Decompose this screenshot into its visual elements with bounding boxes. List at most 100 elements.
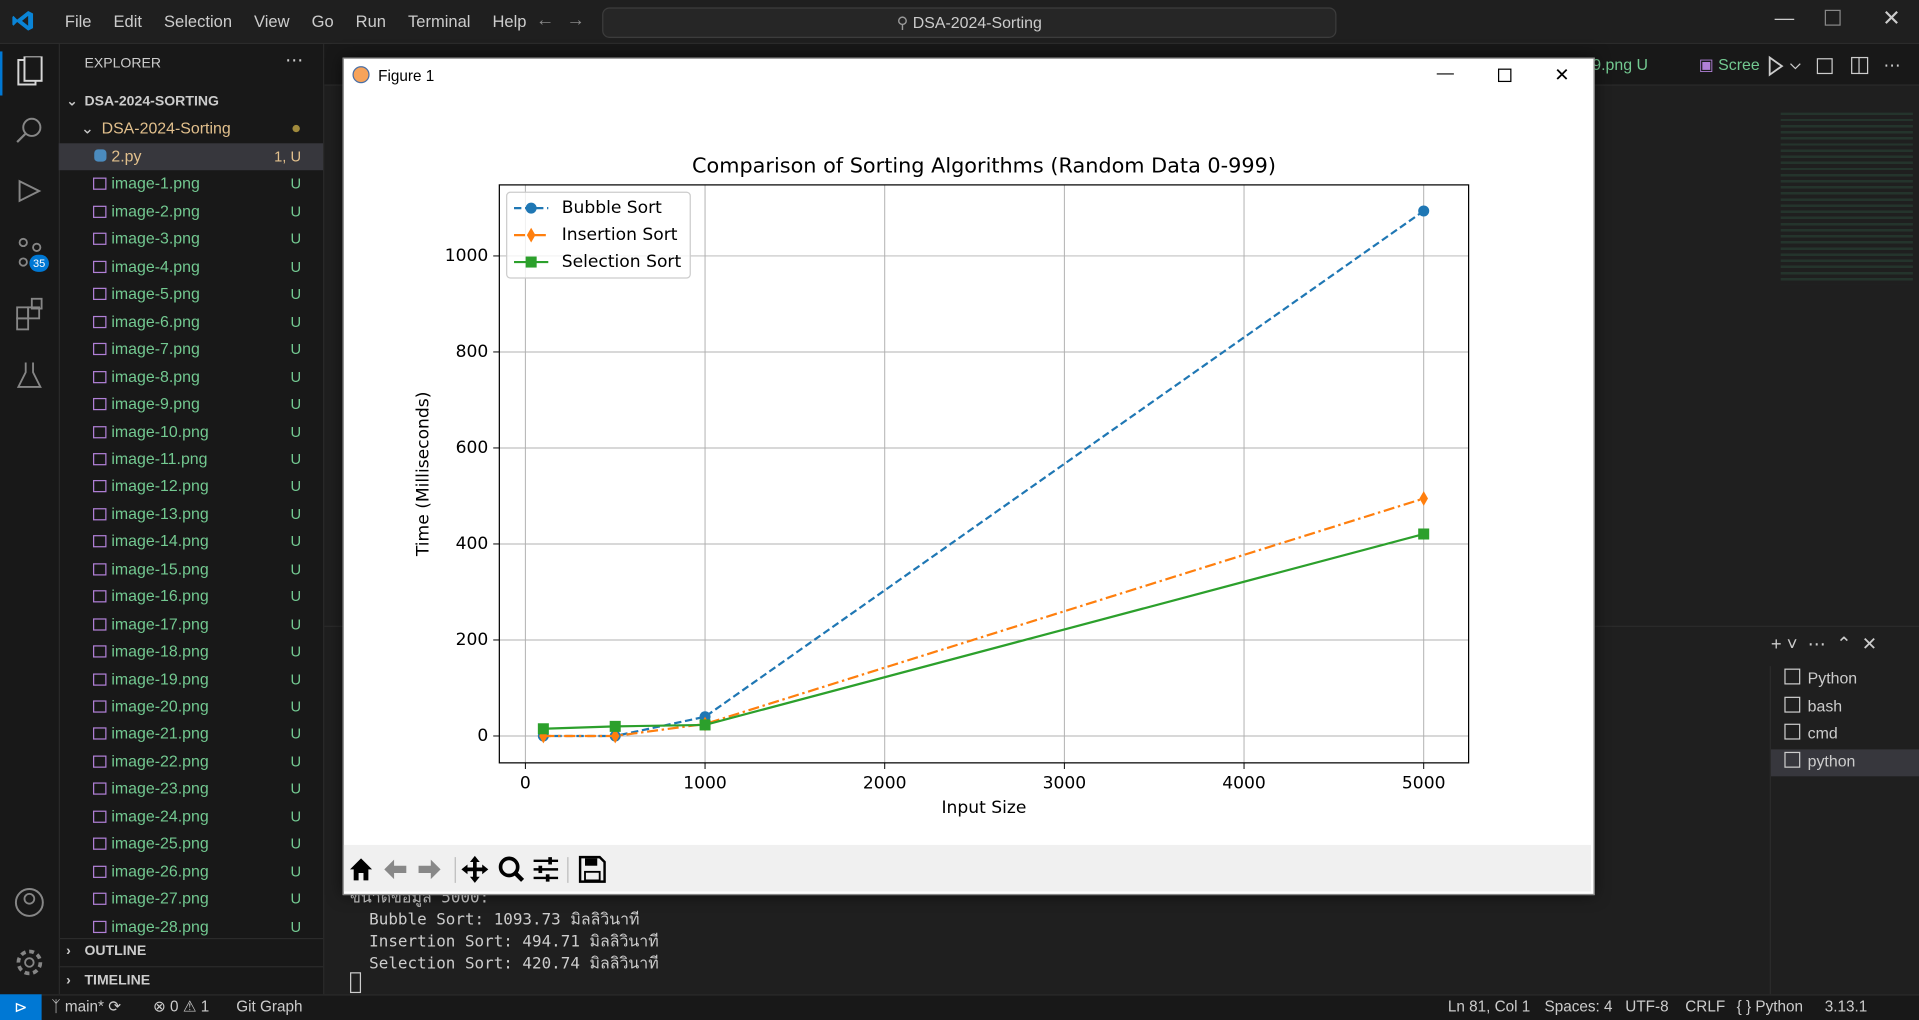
tab[interactable]: ▣ Scree (1698, 55, 1760, 74)
window-close[interactable]: ✕ (1882, 6, 1901, 31)
tab[interactable]: 9.png U (1592, 55, 1648, 73)
file-row[interactable]: image-5.png U (59, 281, 323, 308)
folder-row[interactable]: ⌄ DSA-2024-Sorting (59, 115, 323, 142)
file-row[interactable]: image-4.png U (59, 253, 323, 280)
figure-minimize[interactable]: — (1436, 62, 1454, 83)
toolbar-buttons[interactable] (348, 855, 611, 884)
file-name: image-20.png (111, 696, 209, 716)
file-row[interactable]: image-10.png U (59, 418, 323, 445)
figure-close[interactable]: ✕ (1554, 64, 1570, 86)
file-row[interactable]: image-3.png U (59, 226, 323, 253)
remote-button[interactable]: ⊳ (0, 994, 42, 1020)
file-row[interactable]: image-8.png U (59, 363, 323, 390)
indentation[interactable]: Spaces: 4 (1544, 997, 1613, 1016)
file-row[interactable]: image-9.png U (59, 391, 323, 418)
activity-icons (16, 56, 43, 388)
panel-actions[interactable]: + ˅ ⋯ ⌃ ✕ (1770, 634, 1878, 656)
nav-back[interactable]: ← (536, 9, 555, 31)
shell-item[interactable]: bash (1784, 696, 1842, 714)
shell-name: cmd (1807, 723, 1838, 743)
workspace-row[interactable]: ⌄ DSA-2024-SORTING (59, 88, 323, 115)
terminal-line: Selection Sort: 420.74 มิลลิวินาที (350, 955, 659, 974)
error-count: 0 (170, 997, 179, 1016)
file-row[interactable]: image-11.png U (59, 446, 323, 473)
figure-maximize[interactable] (1497, 68, 1512, 83)
file-row[interactable]: image-14.png U (59, 528, 323, 555)
file-name: image-7.png (111, 339, 200, 358)
shell-item[interactable]: cmd (1784, 723, 1838, 743)
file-icon (93, 315, 107, 328)
menu-item[interactable]: Help (492, 12, 527, 31)
nav-forward[interactable]: → (566, 9, 586, 31)
menu-item[interactable]: Run (355, 12, 386, 31)
file-status: U (290, 862, 302, 881)
file-row[interactable]: image-12.png U (59, 473, 323, 500)
file-row[interactable]: image-2.png U (59, 198, 323, 225)
file-row[interactable]: image-16.png U (59, 583, 323, 610)
file-row[interactable]: image-22.png U (59, 748, 323, 775)
menu-item[interactable]: View (254, 12, 290, 31)
file-row[interactable]: image-13.png U (59, 501, 323, 528)
outline-row[interactable]: › OUTLINE (59, 938, 323, 965)
y-tick-label: 800 (456, 342, 489, 362)
account-settings-icons[interactable] (13, 888, 47, 980)
file-row[interactable]: image-21.png U (59, 721, 323, 748)
shell-item[interactable]: Python (1784, 668, 1857, 687)
file-icon (93, 672, 107, 686)
file-row[interactable]: image-6.png U (59, 308, 323, 335)
file-row[interactable]: image-17.png U (59, 611, 323, 638)
file-row[interactable]: image-1.png U (59, 171, 323, 198)
marker (609, 720, 621, 732)
file-row[interactable]: image-20.png U (59, 693, 323, 720)
chart-title: Comparison of Sorting Algorithms (Random… (692, 154, 1276, 178)
file-row[interactable]: image-27.png U (59, 885, 323, 912)
editor-actions[interactable]: ⋯ (1766, 55, 1907, 77)
menu-item[interactable]: Terminal (408, 12, 471, 31)
file-row[interactable]: image-15.png U (59, 556, 323, 583)
timeline-row[interactable]: › TIMELINE (58, 966, 324, 994)
file-row[interactable]: 2.py 1, U (58, 143, 324, 171)
legend-marker (525, 256, 537, 268)
x-tick-label: 4000 (1222, 774, 1266, 794)
file-icon (93, 590, 107, 603)
file-status: U (290, 917, 302, 936)
file-row[interactable]: image-26.png U (59, 858, 323, 885)
svg-text:⋯: ⋯ (1884, 55, 1901, 75)
encoding[interactable]: UTF-8 (1625, 997, 1669, 1016)
warning-count: 1 (200, 997, 210, 1016)
file-status: U (290, 478, 302, 496)
file-row[interactable]: image-24.png U (59, 803, 323, 830)
marker (1419, 491, 1428, 506)
figure-title: Figure 1 (378, 67, 435, 85)
window-restore[interactable] (1824, 9, 1841, 26)
file-status: U (290, 697, 302, 716)
line-ending[interactable]: CRLF (1685, 997, 1726, 1016)
file-row[interactable]: image-18.png U (59, 638, 323, 665)
menu-item[interactable]: Go (311, 12, 334, 31)
cursor-position[interactable]: Ln 81, Col 1 (1447, 997, 1531, 1016)
shell-item[interactable]: python (1784, 751, 1855, 770)
file-status: U (290, 560, 302, 578)
legend-label: Selection Sort (562, 252, 682, 272)
file-row[interactable]: image-7.png U (59, 336, 323, 363)
menu-item[interactable]: File (64, 12, 92, 31)
command-center[interactable]: ⚲ DSA-2024-Sorting (602, 7, 1337, 38)
python-version[interactable]: 3.13.1 (1824, 997, 1868, 1016)
file-row[interactable]: image-23.png U (59, 776, 323, 803)
timeline-title: TIMELINE (84, 973, 151, 989)
tab-name: Scree (1718, 55, 1760, 74)
problems[interactable]: ⊗ 0 ⚠ 1 (152, 997, 210, 1016)
language[interactable]: { } Python (1736, 997, 1803, 1016)
window-minimize[interactable]: — (1774, 8, 1795, 30)
x-tick-label: 3000 (1043, 774, 1087, 794)
file-row[interactable]: image-19.png U (59, 666, 323, 693)
file-icon (93, 260, 107, 273)
shell-name: bash (1807, 696, 1843, 715)
explorer-more[interactable]: ⋯ (285, 50, 304, 72)
branch[interactable]: ᛉ main* ⟳ (51, 997, 122, 1016)
file-row[interactable]: image-28.png U (59, 913, 323, 940)
git-graph[interactable]: Git Graph (236, 997, 303, 1016)
menu-item[interactable]: Edit (113, 12, 143, 31)
file-row[interactable]: image-25.png U (59, 831, 323, 858)
menu-item[interactable]: Selection (164, 12, 233, 31)
